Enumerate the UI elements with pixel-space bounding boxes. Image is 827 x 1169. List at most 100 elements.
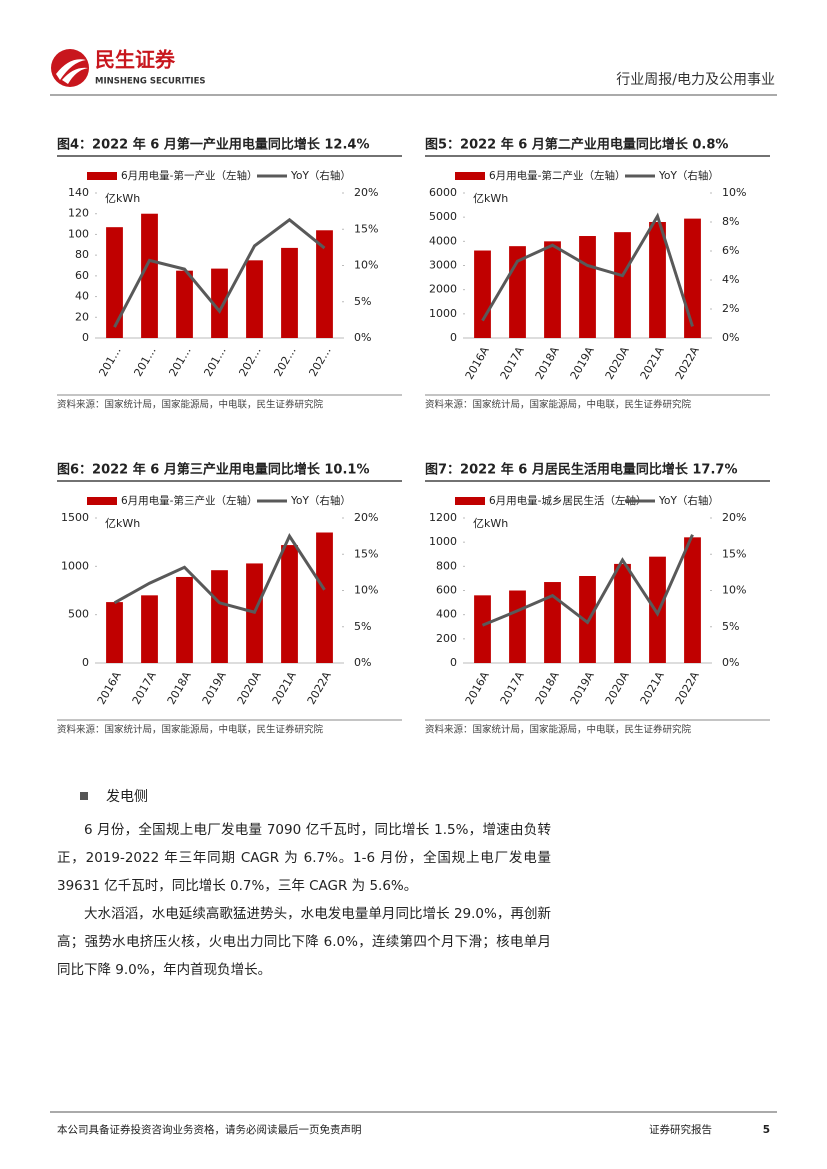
x-tick-label: 202… (306, 345, 333, 379)
x-tick-label: 2017A (130, 669, 159, 707)
y2-tick-label: 5% (722, 620, 739, 633)
x-tick-label: 2020A (235, 669, 264, 707)
y2-tick-label: 2% (722, 302, 739, 315)
x-tick-label: 202… (236, 345, 263, 379)
y-tick-label: 400 (436, 608, 457, 621)
y-tick-label: 3000 (429, 259, 457, 272)
x-tick-label: 2019A (200, 669, 229, 707)
legend-swatch (455, 497, 485, 505)
bar (211, 268, 228, 338)
y2-tick-label: 20% (722, 511, 746, 524)
bar (211, 570, 228, 663)
y2-tick-label: 0% (354, 656, 371, 669)
y-tick-label: 0 (450, 331, 457, 344)
bar (106, 227, 123, 338)
y-tick-label: 100 (68, 227, 89, 240)
legend-label: YoY（右轴） (658, 169, 719, 182)
y2-tick-label: 0% (354, 331, 371, 344)
y-tick-label: 6000 (429, 186, 457, 199)
legend-label: YoY（右轴） (290, 494, 351, 507)
logo-en: MINSHENG SECURITIES (95, 77, 206, 87)
x-tick-label: 2019A (568, 669, 597, 707)
y-tick-label: 0 (450, 656, 457, 669)
y-tick-label: 4000 (429, 234, 457, 247)
y-tick-label: 800 (436, 559, 457, 572)
y-tick-label: 2000 (429, 283, 457, 296)
logo-cn: 民生证券 (95, 48, 176, 72)
y-tick-label: 500 (68, 608, 89, 621)
y-tick-label: 60 (75, 269, 89, 282)
source-note: 资料来源：国家统计局，国家能源局，中电联，民生证券研究院 (425, 399, 692, 411)
chart-title: 图4：2022 年 6 月第一产业用电量同比增长 12.4% (57, 137, 369, 153)
bar (106, 602, 123, 663)
y2-tick-label: 10% (722, 186, 746, 199)
y-tick-label: 40 (75, 290, 89, 303)
y2-tick-label: 20% (354, 511, 378, 524)
y-tick-label: 0 (82, 656, 89, 669)
bar (614, 563, 631, 663)
y-tick-label: 1000 (429, 535, 457, 548)
bar (176, 270, 193, 338)
x-tick-label: 2019A (568, 344, 597, 382)
y2-tick-label: 15% (354, 222, 378, 235)
bar (281, 545, 298, 663)
source-note: 资料来源：国家统计局，国家能源局，中电联，民生证券研究院 (57, 724, 324, 736)
chart-title: 图5：2022 年 6 月第二产业用电量同比增长 0.8% (425, 137, 728, 153)
line-series (113, 217, 326, 328)
y2-tick-label: 15% (354, 547, 378, 560)
bullet-heading: 发电侧 (106, 789, 148, 805)
x-tick-label: 2017A (498, 344, 527, 382)
x-tick-label: 2018A (533, 669, 562, 707)
paragraph: 6 月份，全国规上电厂发电量 7090 亿千瓦时，同比增长 1.5%，增速由负转… (57, 822, 551, 894)
bar (544, 582, 561, 663)
bar (544, 241, 561, 338)
y2-tick-label: 10% (354, 584, 378, 597)
bar (246, 260, 263, 338)
legend-label: 6月用电量-城乡居民生活（左轴） (489, 494, 646, 507)
y-tick-label: 120 (68, 207, 89, 220)
chart-title: 图6：2022 年 6 月第三产业用电量同比增长 10.1% (57, 462, 369, 478)
y-tick-label: 140 (68, 186, 89, 199)
line-series (113, 533, 326, 615)
bar (316, 230, 333, 338)
y-tick-label: 1500 (61, 511, 89, 524)
y2-tick-label: 15% (722, 547, 746, 560)
y-tick-label: 1200 (429, 511, 457, 524)
y2-tick-label: 6% (722, 244, 739, 257)
legend-swatch (87, 172, 117, 180)
bar (684, 537, 701, 663)
y-tick-label: 1000 (429, 307, 457, 320)
x-tick-label: 201… (166, 345, 193, 379)
footer-label: 证券研究报告 (649, 1123, 712, 1136)
y-tick-label: 5000 (429, 210, 457, 223)
y-tick-label: 20 (75, 310, 89, 323)
x-tick-label: 2022A (673, 669, 702, 707)
bar (509, 590, 526, 663)
x-tick-label: 201… (131, 345, 158, 379)
x-tick-label: 2022A (673, 344, 702, 382)
line-series (481, 212, 694, 327)
y-tick-label: 80 (75, 248, 89, 261)
y2-tick-label: 8% (722, 215, 739, 228)
axis-unit: 亿kWh (105, 192, 140, 205)
y2-tick-label: 4% (722, 273, 739, 286)
y2-tick-label: 20% (354, 186, 378, 199)
y2-tick-label: 0% (722, 331, 739, 344)
bar (614, 232, 631, 338)
bar (649, 222, 666, 338)
y-tick-label: 1000 (61, 559, 89, 572)
logo (51, 49, 89, 87)
x-tick-label: 2022A (305, 669, 334, 707)
axis-unit: 亿kWh (473, 517, 508, 530)
y-tick-label: 0 (82, 331, 89, 344)
footer-disclaimer: 本公司具备证券投资咨询业务资格，请务必阅读最后一页免责声明 (57, 1123, 362, 1136)
y-tick-label: 200 (436, 632, 457, 645)
axis-unit: 亿kWh (105, 517, 140, 530)
x-tick-label: 2021A (638, 344, 667, 382)
logo-swoosh (56, 59, 86, 80)
bar (649, 556, 666, 663)
x-tick-label: 2018A (533, 344, 562, 382)
legend-label: 6月用电量-第三产业（左轴） (121, 494, 257, 507)
bullet-icon (80, 792, 88, 800)
